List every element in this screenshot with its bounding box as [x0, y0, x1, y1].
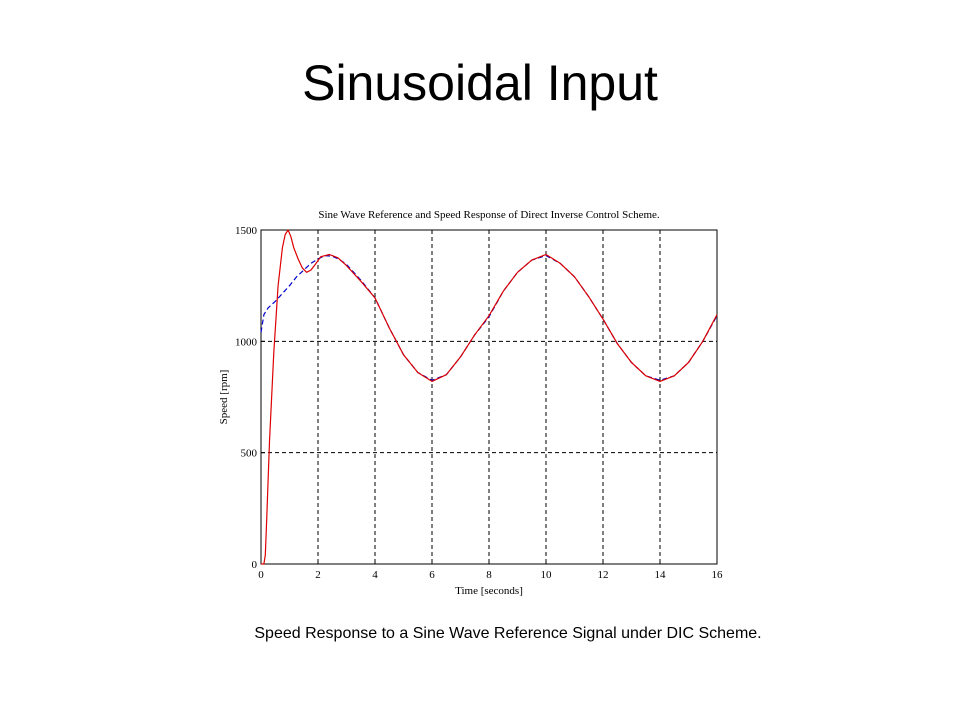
y-tick-label: 1500 [235, 225, 258, 237]
y-axis-label: Speed [rpm] [218, 370, 230, 425]
x-tick-label: 2 [315, 569, 321, 581]
tick-labels: 0 2 4 6 8 10 12 14 16 0 500 1000 1500 [235, 225, 723, 581]
x-tick-label: 8 [486, 569, 492, 581]
plot-area [260, 229, 718, 565]
chart-title: Sine Wave Reference and Speed Response o… [318, 209, 660, 221]
y-tick-label: 0 [252, 559, 258, 571]
x-tick-label: 10 [541, 569, 553, 581]
y-tick-label: 1000 [235, 336, 258, 348]
x-tick-label: 6 [429, 569, 435, 581]
x-axis-label: Time [seconds] [455, 585, 523, 597]
x-tick-label: 14 [655, 569, 667, 581]
slide-title: Sinusoidal Input [302, 55, 658, 111]
speed-response-chart: 0 2 4 6 8 10 12 14 16 0 500 1000 1500 Sine Wave Refe… [218, 209, 723, 597]
x-tick-label: 16 [712, 569, 724, 581]
x-tick-label: 4 [372, 569, 378, 581]
series-layer [260, 229, 718, 565]
figure-caption: Speed Response to a Sine Wave Reference … [254, 625, 762, 642]
y-tick-label: 500 [241, 448, 258, 460]
x-tick-label: 0 [258, 569, 264, 581]
x-tick-label: 12 [598, 569, 609, 581]
response-series-line [261, 229, 718, 565]
